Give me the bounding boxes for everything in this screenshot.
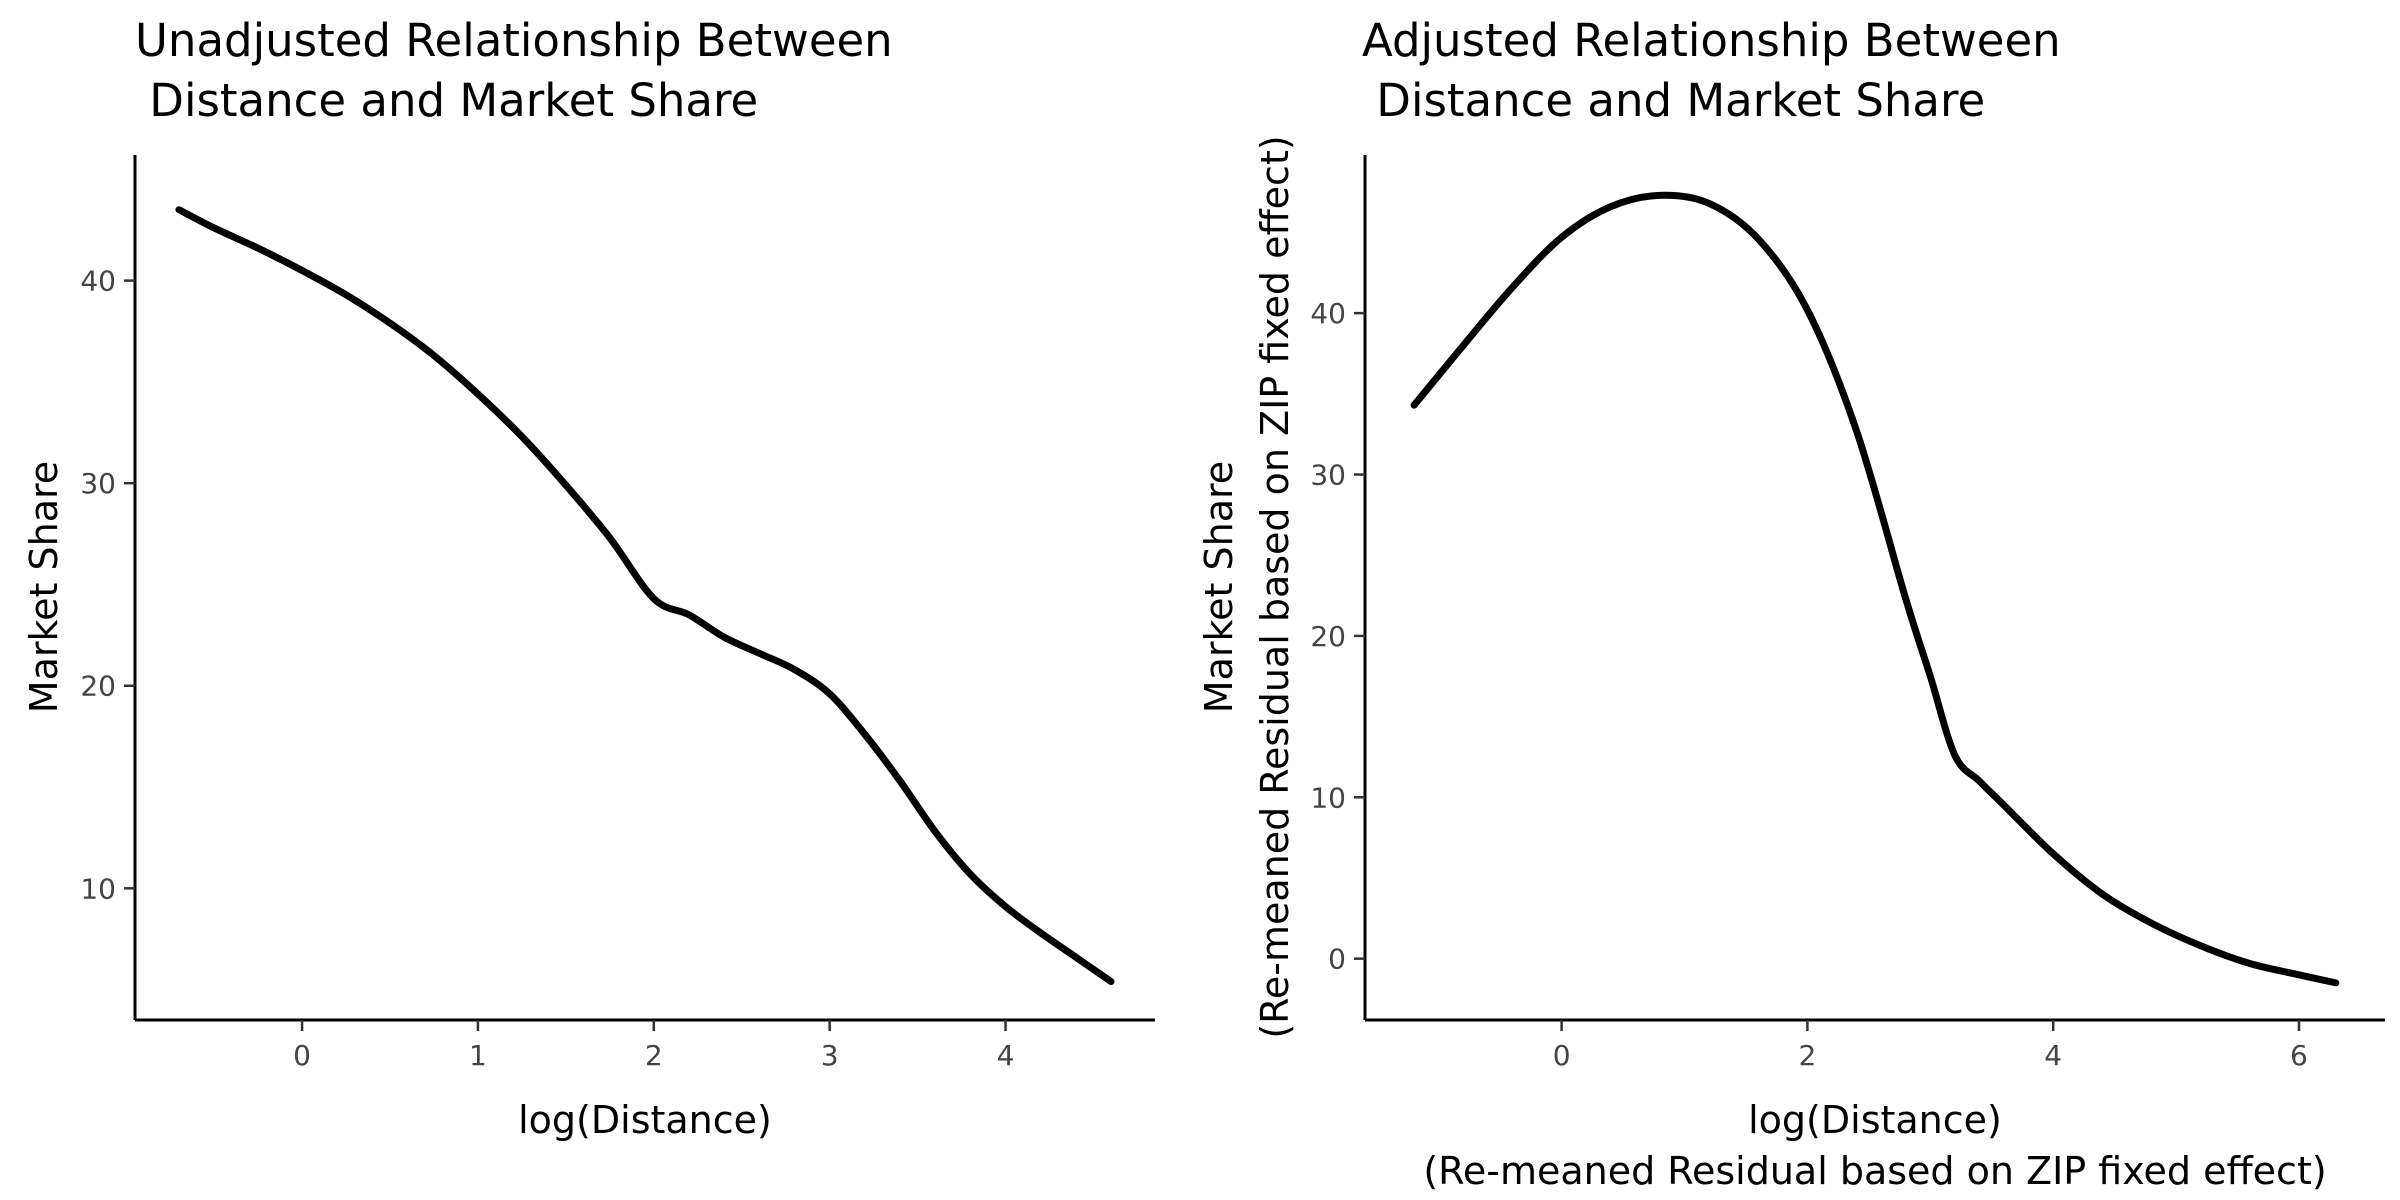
right-chart-panel: Adjusted Relationship Between Distance a… <box>1197 14 2385 1193</box>
y-tick-label: 40 <box>80 265 116 298</box>
x-tick-label: 0 <box>293 1039 311 1072</box>
chart-title-line-2: Distance and Market Share <box>1362 74 1985 127</box>
x-tick-label: 6 <box>2290 1039 2308 1072</box>
x-axis-label-line-2: (Re-meaned Residual based on ZIP fixed e… <box>1423 1149 2326 1193</box>
x-tick-label: 2 <box>645 1039 663 1072</box>
x-tick-label: 2 <box>1798 1039 1816 1072</box>
x-tick-label: 4 <box>2044 1039 2062 1072</box>
y-tick-label: 40 <box>1310 297 1346 330</box>
x-tick-label: 1 <box>469 1039 487 1072</box>
left-chart-panel: Unadjusted Relationship Between Distance… <box>22 14 1155 1142</box>
y-tick-label: 20 <box>1310 620 1346 653</box>
chart-title-line-1: Adjusted Relationship Between <box>1362 14 2061 67</box>
y-tick-label: 10 <box>1310 781 1346 814</box>
y-tick-label: 30 <box>80 467 116 500</box>
y-tick-label: 30 <box>1310 459 1346 492</box>
chart-title-line-2: Distance and Market Share <box>135 74 758 127</box>
y-axis-label-line-2: (Re-meaned Residual based on ZIP fixed e… <box>1253 135 1297 1038</box>
x-tick-label: 4 <box>997 1039 1015 1072</box>
x-axis-label-line-1: log(Distance) <box>518 1098 772 1142</box>
x-tick-label: 3 <box>821 1039 839 1072</box>
series-line-1 <box>1410 191 2340 987</box>
y-tick-label: 20 <box>80 670 116 703</box>
y-axis-label-line-1: Market Share <box>1197 461 1241 713</box>
y-tick-label: 0 <box>1328 943 1346 976</box>
x-axis-label-line-1: log(Distance) <box>1748 1098 2002 1142</box>
series-line-1 <box>175 206 1115 986</box>
x-tick-label: 0 <box>1553 1039 1571 1072</box>
chart-title-line-1: Unadjusted Relationship Between <box>135 14 893 67</box>
y-axis-label-line-1: Market Share <box>22 461 66 713</box>
y-tick-label: 10 <box>80 872 116 905</box>
